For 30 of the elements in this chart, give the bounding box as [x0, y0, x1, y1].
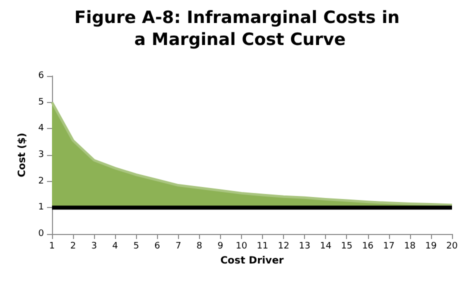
y-tick-label: 1 — [38, 202, 44, 213]
x-tick-label: 20 — [446, 242, 458, 252]
x-tick-label: 7 — [175, 242, 182, 252]
x-tick-label: 15 — [341, 242, 352, 252]
x-tick-label: 6 — [154, 242, 160, 252]
y-axis-title: Cost ($) — [16, 132, 28, 178]
chart-title: Figure A-8: Inframarginal Costs in a Marginal Cost Curve — [74, 8, 400, 50]
x-tick-label: 17 — [383, 242, 395, 252]
x-tick-label: 8 — [196, 242, 202, 252]
x-tick-label: 19 — [425, 242, 437, 252]
x-tick-label: 10 — [236, 242, 248, 252]
y-tick-label: 3 — [38, 150, 44, 160]
y-tick-label: 2 — [38, 176, 44, 186]
x-tick-label: 2 — [70, 242, 76, 252]
x-axis-title: Cost Driver — [220, 256, 284, 266]
x-tick-label: 14 — [320, 242, 332, 252]
y-tick-label: 6 — [38, 71, 44, 81]
x-tick-label: 11 — [256, 242, 268, 252]
x-tick-label: 5 — [133, 242, 140, 252]
x-tick-label: 4 — [112, 242, 118, 252]
y-tick-label: 0 — [38, 229, 44, 239]
x-tick-label: 18 — [404, 242, 416, 252]
x-tick-label: 13 — [298, 242, 310, 252]
y-tick-label: 5 — [38, 97, 44, 108]
x-tick-label: 9 — [218, 242, 224, 252]
x-tick-label: 16 — [362, 242, 374, 252]
x-tick-label: 12 — [278, 242, 290, 252]
x-tick-label: 1 — [49, 242, 55, 252]
y-tick-label: 4 — [38, 124, 44, 134]
x-tick-label: 3 — [91, 242, 97, 252]
